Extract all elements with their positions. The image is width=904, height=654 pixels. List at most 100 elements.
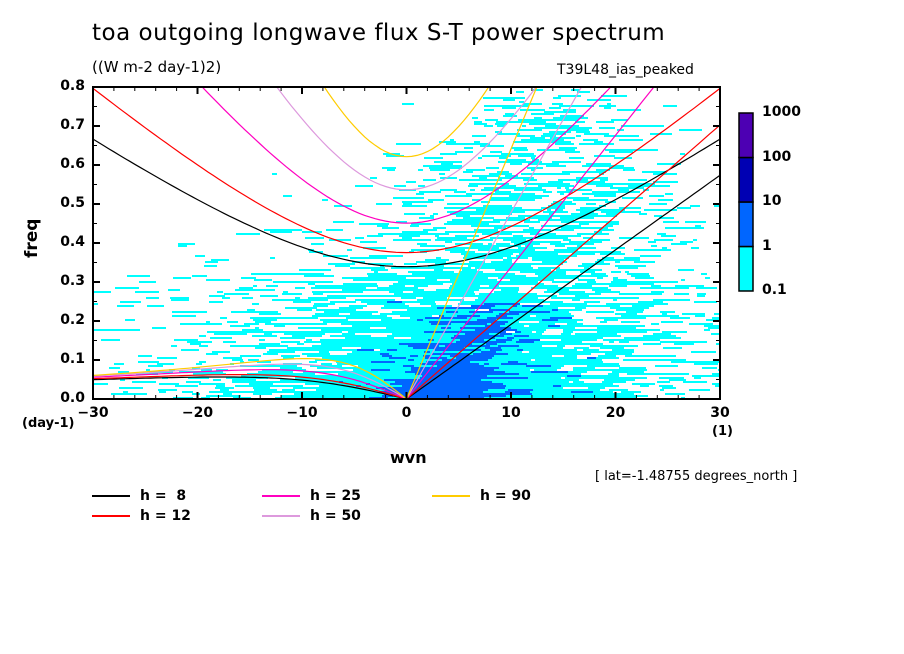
power-cell — [396, 359, 408, 361]
power-cell — [580, 211, 594, 213]
power-cell — [653, 209, 677, 211]
power-cell — [477, 335, 496, 337]
power-cell — [551, 111, 576, 113]
power-cell — [681, 279, 685, 281]
power-cell — [378, 279, 401, 281]
power-cell — [615, 265, 630, 267]
power-cell — [481, 287, 505, 289]
power-cell — [404, 289, 424, 291]
y-tick-label: 0.4 — [60, 234, 85, 250]
power-cell — [239, 333, 247, 335]
power-cell — [574, 291, 585, 293]
power-cell — [509, 195, 522, 197]
power-cell — [244, 323, 259, 325]
power-cell — [539, 263, 547, 265]
power-cell — [489, 255, 495, 257]
power-cell — [559, 255, 577, 257]
power-cell — [446, 375, 454, 377]
power-cell — [601, 95, 615, 97]
power-cell — [486, 349, 490, 351]
power-cell — [473, 273, 498, 275]
power-cell — [423, 297, 447, 299]
power-cell — [598, 337, 603, 339]
power-cell — [531, 135, 535, 137]
power-cell — [601, 377, 617, 379]
power-cell — [597, 363, 619, 365]
power-cell — [424, 157, 443, 159]
power-cell — [596, 169, 610, 171]
power-cell — [117, 305, 134, 307]
power-cell — [411, 367, 433, 369]
power-cell — [350, 257, 364, 259]
power-cell — [606, 223, 619, 225]
power-cell — [444, 207, 469, 209]
power-cell — [516, 193, 530, 195]
power-cell — [639, 377, 647, 379]
legend-item: h = 50 — [262, 507, 361, 525]
power-cell — [616, 309, 629, 311]
power-cell — [609, 285, 627, 287]
power-cell — [471, 381, 492, 383]
power-cell — [392, 333, 397, 335]
power-cell — [270, 257, 275, 259]
power-cell — [312, 315, 333, 317]
legend-item: h = 12 — [92, 507, 191, 525]
power-cell — [470, 361, 484, 363]
power-cell — [302, 231, 322, 233]
power-cell — [536, 363, 554, 365]
power-cell — [385, 337, 394, 339]
power-cell — [124, 371, 129, 373]
legend-label: h = 90 — [480, 488, 531, 504]
power-cell — [322, 357, 333, 359]
power-cell — [429, 165, 437, 167]
power-cell — [529, 325, 548, 327]
power-cell — [442, 329, 457, 331]
power-cell — [535, 273, 539, 275]
power-cell — [398, 233, 415, 235]
power-cell — [695, 225, 701, 227]
power-cell — [552, 257, 569, 259]
power-cell — [355, 299, 378, 301]
power-cell — [248, 385, 252, 387]
chart-units: ((W m-2 day-1)2) — [92, 58, 222, 76]
power-cell — [597, 277, 603, 279]
power-cell — [483, 265, 501, 267]
power-cell — [280, 337, 297, 339]
power-cell — [236, 233, 260, 235]
power-cell — [575, 295, 589, 297]
power-cell — [410, 225, 419, 227]
power-cell — [335, 265, 350, 267]
power-cell — [209, 391, 233, 393]
power-cell — [705, 375, 719, 377]
power-cell — [120, 301, 141, 303]
legend-swatch — [432, 495, 470, 497]
rossby-curve-h12 — [93, 374, 407, 399]
power-cell — [596, 317, 607, 319]
power-cell — [283, 357, 294, 359]
power-cell — [434, 293, 459, 295]
power-cell — [444, 317, 467, 319]
power-cell — [127, 393, 147, 395]
power-cell — [489, 309, 493, 311]
power-cell — [373, 317, 392, 319]
power-cell — [584, 251, 609, 253]
power-cell — [180, 323, 192, 325]
power-cell — [391, 267, 408, 269]
power-cell — [364, 223, 389, 225]
power-cell — [587, 247, 596, 249]
power-cell — [574, 347, 589, 349]
power-cell — [407, 323, 424, 325]
power-cell — [316, 395, 327, 397]
power-cell — [433, 367, 453, 369]
power-cell — [479, 183, 493, 185]
power-cell — [572, 253, 595, 255]
power-cell — [519, 153, 529, 155]
power-cell — [712, 317, 719, 319]
power-cell — [483, 97, 508, 99]
power-cell — [543, 217, 548, 219]
power-cell — [286, 323, 301, 325]
power-cell — [663, 105, 677, 107]
power-cell — [584, 227, 608, 229]
power-cell — [332, 263, 355, 265]
power-cell — [510, 369, 514, 371]
